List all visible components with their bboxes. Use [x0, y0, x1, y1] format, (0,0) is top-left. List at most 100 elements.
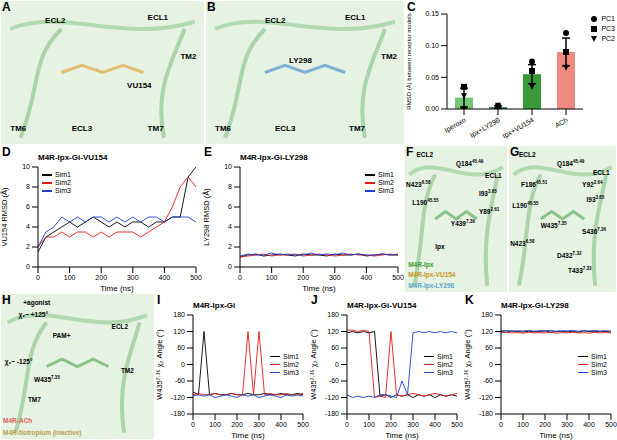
- svg-text:200: 200: [297, 274, 309, 281]
- svg-text:TM7: TM7: [349, 124, 366, 133]
- svg-text:180: 180: [173, 311, 185, 318]
- svg-text:M4R-ACh: M4R-ACh: [8, 417, 32, 424]
- svg-text:0: 0: [335, 361, 339, 368]
- svg-text:300: 300: [127, 274, 139, 281]
- svg-text:Time (ns): Time (ns): [302, 284, 336, 293]
- svg-text:0: 0: [238, 274, 242, 281]
- svg-text:+agonist: +agonist: [23, 299, 51, 307]
- svg-text:0: 0: [181, 361, 185, 368]
- svg-text:120: 120: [173, 328, 185, 335]
- svg-text:300: 300: [253, 421, 265, 428]
- svg-text:0: 0: [36, 274, 40, 281]
- svg-text:TM7: TM7: [28, 396, 41, 403]
- svg-text:60: 60: [485, 344, 493, 351]
- svg-text:Q18445.49: Q18445.49: [456, 159, 484, 168]
- svg-text:0: 0: [191, 421, 195, 428]
- svg-text:ECL1: ECL1: [345, 13, 366, 22]
- svg-text:0: 0: [489, 361, 493, 368]
- svg-text:W435⁷·³⁵ χ₂ Angle (°): W435⁷·³⁵ χ₂ Angle (°): [309, 329, 318, 400]
- svg-text:-120: -120: [171, 394, 185, 401]
- svg-text:M4R-tiotropium (inactive): M4R-tiotropium (inactive): [8, 429, 81, 437]
- svg-text:400: 400: [159, 274, 171, 281]
- svg-text:300: 300: [329, 274, 341, 281]
- svg-text:60: 60: [177, 344, 185, 351]
- svg-text:VU154 RMSD (Å): VU154 RMSD (Å): [8, 187, 9, 247]
- svg-text:L19045.55: L19045.55: [412, 198, 439, 206]
- svg-text:W435⁷·³⁵ χ₂ Angle (°): W435⁷·³⁵ χ₂ Angle (°): [155, 329, 164, 400]
- svg-text:TM6: TM6: [10, 124, 27, 133]
- svg-text:4: 4: [26, 223, 30, 230]
- svg-text:100: 100: [64, 274, 76, 281]
- svg-text:120: 120: [327, 328, 339, 335]
- svg-text:TM2: TM2: [121, 367, 134, 374]
- svg-text:-180: -180: [171, 410, 185, 417]
- svg-text:TM2: TM2: [180, 52, 197, 61]
- svg-text:M4R-Ipx-LY298: M4R-Ipx-LY298: [408, 282, 454, 290]
- svg-text:PAM+: PAM+: [53, 332, 71, 339]
- svg-text:RMSD (Å) between receptor mode: RMSD (Å) between receptor models: [406, 13, 412, 109]
- svg-text:6: 6: [26, 203, 30, 210]
- svg-text:0.15: 0.15: [425, 10, 439, 17]
- svg-text:10: 10: [22, 163, 30, 170]
- svg-text:χ₂~ -125°: χ₂~ -125°: [8, 358, 33, 366]
- svg-text:500: 500: [297, 421, 309, 428]
- svg-text:2: 2: [228, 243, 232, 250]
- svg-text:6: 6: [228, 203, 232, 210]
- svg-text:Time (ns): Time (ns): [539, 431, 573, 440]
- svg-text:300: 300: [561, 421, 573, 428]
- svg-text:400: 400: [275, 421, 287, 428]
- svg-text:180: 180: [481, 311, 493, 318]
- svg-text:8: 8: [26, 183, 30, 190]
- svg-text:100: 100: [266, 274, 278, 281]
- svg-text:400: 400: [583, 421, 595, 428]
- svg-text:I933.65: I933.65: [479, 189, 497, 197]
- svg-text:8: 8: [228, 183, 232, 190]
- svg-text:ACh: ACh: [554, 116, 569, 129]
- svg-text:Ipx: Ipx: [435, 243, 445, 251]
- svg-text:I933.65: I933.65: [586, 195, 604, 203]
- svg-text:400: 400: [361, 274, 373, 281]
- svg-text:ECL2: ECL2: [112, 323, 129, 330]
- svg-text:-60: -60: [329, 377, 339, 384]
- svg-text:ECL2: ECL2: [519, 151, 536, 158]
- svg-text:F18645.51: F18645.51: [521, 180, 548, 188]
- svg-text:100: 100: [209, 421, 221, 428]
- svg-text:D4327.32: D4327.32: [557, 251, 582, 259]
- svg-text:Y4397.39: Y4397.39: [451, 219, 476, 227]
- svg-text:0.00: 0.00: [425, 105, 439, 112]
- svg-text:0.05: 0.05: [425, 74, 439, 81]
- svg-text:500: 500: [190, 274, 202, 281]
- svg-text:60: 60: [331, 344, 339, 351]
- svg-text:TM6: TM6: [215, 124, 232, 133]
- svg-text:TM7: TM7: [148, 124, 165, 133]
- svg-text:Y892.61: Y892.61: [479, 207, 500, 215]
- svg-text:400: 400: [429, 421, 441, 428]
- svg-text:χ₂~ +125°: χ₂~ +125°: [19, 311, 49, 319]
- svg-text:ECL2: ECL2: [45, 16, 66, 25]
- svg-text:-120: -120: [479, 394, 493, 401]
- svg-text:ECL1: ECL1: [148, 13, 169, 22]
- svg-text:0: 0: [499, 421, 503, 428]
- svg-text:N4236.58: N4236.58: [406, 180, 431, 188]
- svg-text:200: 200: [231, 421, 243, 428]
- svg-text:T4337.33: T4337.33: [568, 266, 592, 274]
- svg-text:VU154: VU154: [127, 81, 152, 90]
- svg-text:2: 2: [26, 243, 30, 250]
- svg-text:0: 0: [345, 421, 349, 428]
- svg-text:ECL3: ECL3: [72, 124, 93, 133]
- svg-text:ECL2: ECL2: [265, 16, 286, 25]
- svg-text:200: 200: [539, 421, 551, 428]
- svg-text:Time (ns): Time (ns): [231, 431, 265, 440]
- svg-text:0: 0: [26, 263, 30, 270]
- svg-text:100: 100: [517, 421, 529, 428]
- svg-text:300: 300: [407, 421, 419, 428]
- svg-text:200: 200: [385, 421, 397, 428]
- svg-text:100: 100: [363, 421, 375, 428]
- svg-text:Iperoxo: Iperoxo: [443, 116, 467, 135]
- svg-text:-180: -180: [325, 410, 339, 417]
- svg-text:LY298: LY298: [289, 56, 312, 65]
- svg-text:-120: -120: [325, 394, 339, 401]
- svg-text:L19045.55: L19045.55: [512, 201, 539, 209]
- svg-text:0: 0: [228, 263, 232, 270]
- svg-text:Time (ns): Time (ns): [385, 431, 419, 440]
